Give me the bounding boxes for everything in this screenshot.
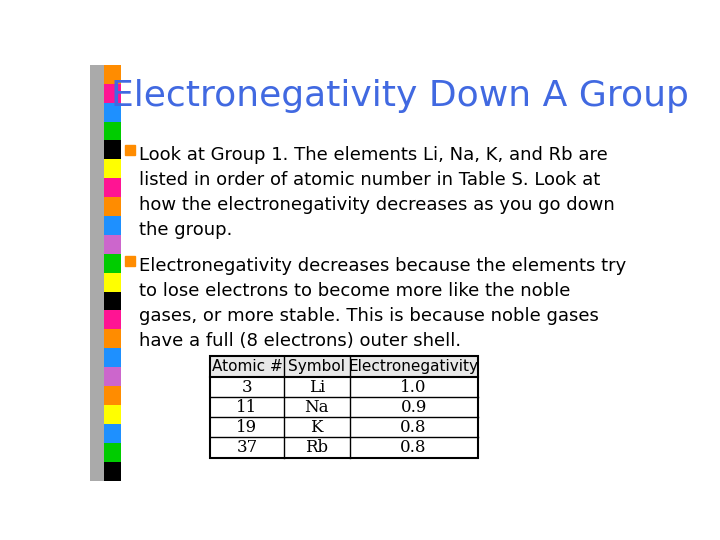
Bar <box>104 178 121 197</box>
Bar <box>104 197 121 216</box>
Bar <box>104 273 121 292</box>
Bar <box>210 356 477 377</box>
Bar <box>104 386 121 405</box>
Text: 37: 37 <box>236 439 258 456</box>
Bar <box>104 103 121 122</box>
Text: 11: 11 <box>236 399 258 416</box>
Text: Rb: Rb <box>305 439 328 456</box>
Bar <box>104 310 121 329</box>
Text: Electronegativity Down A Group: Electronegativity Down A Group <box>111 79 689 113</box>
Bar <box>90 65 104 481</box>
Bar <box>210 397 477 417</box>
Text: 3: 3 <box>242 379 252 396</box>
Text: 0.8: 0.8 <box>400 439 427 456</box>
Bar <box>210 417 477 437</box>
Bar <box>104 443 121 462</box>
Bar <box>104 254 121 273</box>
Bar <box>210 377 477 397</box>
Bar <box>104 216 121 235</box>
Bar <box>104 235 121 254</box>
Bar <box>104 462 121 481</box>
Text: Na: Na <box>305 399 329 416</box>
Bar <box>104 424 121 443</box>
Text: 1.0: 1.0 <box>400 379 427 396</box>
Bar <box>104 140 121 159</box>
Text: Look at Group 1. The elements Li, Na, K, and Rb are
listed in order of atomic nu: Look at Group 1. The elements Li, Na, K,… <box>139 146 615 239</box>
Text: 0.9: 0.9 <box>400 399 427 416</box>
Bar <box>104 84 121 103</box>
Bar <box>104 348 121 367</box>
Bar <box>210 437 477 457</box>
Text: Electronegativity: Electronegativity <box>348 359 479 374</box>
Bar <box>104 405 121 424</box>
Text: Symbol: Symbol <box>288 359 345 374</box>
Bar <box>104 65 121 84</box>
Bar <box>104 367 121 386</box>
Bar <box>104 292 121 310</box>
Text: Li: Li <box>309 379 325 396</box>
Bar <box>104 122 121 140</box>
Text: 19: 19 <box>236 419 258 436</box>
Bar <box>104 329 121 348</box>
Text: Atomic #: Atomic # <box>212 359 282 374</box>
Text: Electronegativity decreases because the elements try
to lose electrons to become: Electronegativity decreases because the … <box>139 257 626 350</box>
Text: K: K <box>310 419 323 436</box>
Bar <box>210 356 477 457</box>
Text: 0.8: 0.8 <box>400 419 427 436</box>
Bar <box>104 159 121 178</box>
